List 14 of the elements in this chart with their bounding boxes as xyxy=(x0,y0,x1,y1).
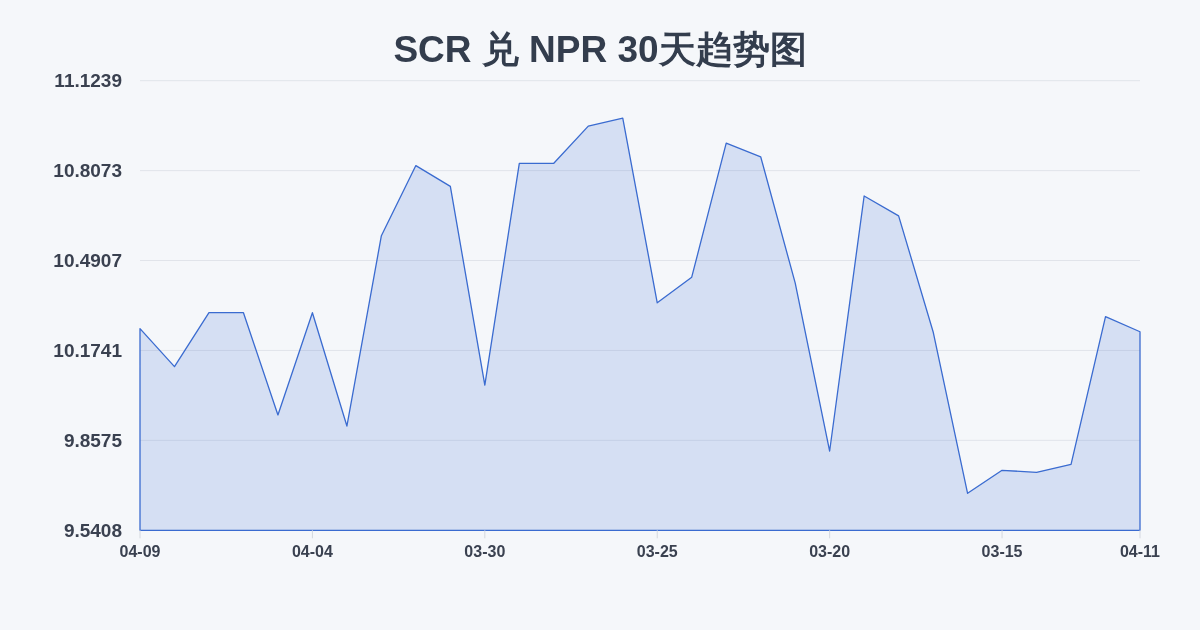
y-tick-label: 10.1741 xyxy=(53,339,122,361)
x-tick-label: 04-09 xyxy=(119,543,161,560)
y-tick-label: 9.8575 xyxy=(63,429,122,451)
y-tick-label: 9.5408 xyxy=(63,519,122,541)
x-tick-label: 03-15 xyxy=(981,543,1023,560)
y-tick-label: 11.1239 xyxy=(54,70,122,92)
x-tick-label: 04-11 xyxy=(1120,543,1160,560)
x-tick-label: 03-25 xyxy=(636,543,678,560)
x-tick-label: 04-04 xyxy=(291,543,333,560)
x-tick-label: 03-20 xyxy=(809,543,851,560)
y-tick-label: 10.4907 xyxy=(53,250,122,272)
y-tick-label: 10.8073 xyxy=(53,160,122,182)
x-tick-label: 03-30 xyxy=(464,543,506,560)
title: SCR 兑 NPR 30天趋势图 xyxy=(393,29,807,70)
